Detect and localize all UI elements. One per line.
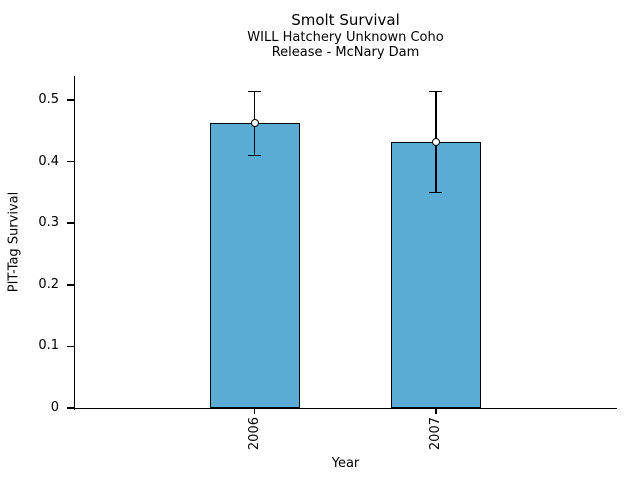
y-tick-mark	[67, 407, 74, 409]
y-tick-mark	[67, 99, 74, 101]
error-cap-top-2006	[248, 90, 262, 93]
chart-title: Smolt Survival	[291, 11, 400, 29]
y-tick-label: 0.2	[38, 276, 59, 292]
x-tick-mark	[253, 409, 256, 414]
x-tick-mark	[435, 409, 437, 414]
x-axis-label: Year	[331, 456, 360, 471]
bar-2006	[209, 123, 300, 408]
point-marker-2006	[250, 119, 259, 128]
x-tick-label-2006: 2006	[246, 417, 262, 451]
y-tick-mark	[67, 284, 74, 286]
y-tick-label: 0.1	[38, 338, 59, 354]
y-axis-spine	[73, 76, 75, 410]
x-axis-spine	[73, 407, 617, 409]
x-tick-label-2007: 2007	[427, 417, 443, 451]
y-tick-label: 0.4	[38, 153, 59, 169]
chart-subtitle-line2: Release - McNary Dam	[271, 45, 420, 60]
y-tick-mark	[67, 160, 74, 163]
point-marker-2007	[431, 137, 440, 146]
y-tick-label: 0.3	[38, 215, 59, 231]
error-cap-bottom-2007	[429, 191, 443, 194]
error-cap-bottom-2006	[248, 154, 262, 157]
y-tick-mark	[67, 345, 74, 348]
chart-subtitle-line1: WILL Hatchery Unknown Coho	[247, 30, 444, 45]
y-tick-label: 0.5	[38, 92, 59, 107]
error-cap-top-2007	[429, 90, 443, 93]
y-tick-label: 0	[50, 400, 59, 415]
y-tick-mark	[67, 222, 74, 224]
